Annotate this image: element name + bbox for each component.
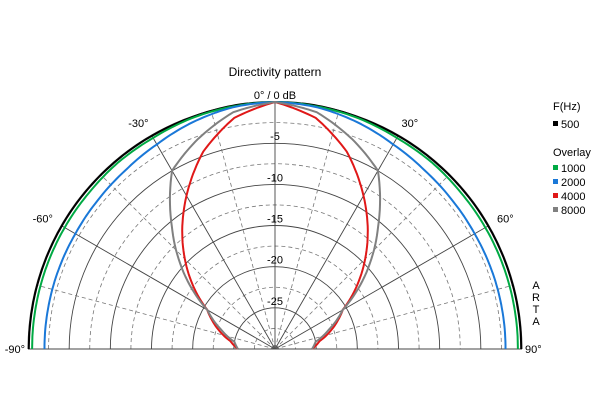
ring-label: 0° / 0 dB [254, 90, 296, 102]
watermark-letter: T [533, 304, 540, 316]
ring-label: -20 [267, 255, 283, 267]
ring-label: -5 [270, 131, 280, 143]
chart-title: Directivity pattern [229, 65, 322, 79]
grid-spoke-minor [210, 110, 276, 350]
legend-header: F(Hz) [553, 101, 581, 113]
watermark-letter: A [532, 316, 540, 328]
legend-entries: 500 Overlay 1000 2000 4000 8000 [553, 119, 591, 217]
grid-spoke [60, 225, 276, 350]
grid-spoke-minor [274, 284, 514, 350]
angle-label: -60° [33, 214, 53, 226]
legend-label-1000: 1000 [561, 163, 585, 175]
angle-label: -30° [128, 118, 148, 130]
legend-swatch-2000 [553, 179, 558, 184]
ring-label: -10 [267, 172, 283, 184]
legend-swatch-4000 [553, 193, 558, 198]
grid-spoke-minor [274, 174, 450, 350]
grid-spoke-minor [274, 110, 340, 350]
grid-ring-minor [212, 286, 338, 350]
angle-label: 30° [402, 118, 419, 130]
grid-spoke-minor [100, 174, 276, 350]
watermark-letter: R [532, 292, 540, 304]
grid-spoke-minor [36, 284, 276, 350]
series-line-8000 [168, 101, 382, 350]
legend-label-2000: 2000 [561, 177, 585, 189]
series-group [27, 101, 523, 350]
legend-swatch-1000 [553, 165, 558, 170]
grid-ring-minor [254, 328, 296, 350]
angle-label: -90° [5, 344, 25, 356]
ring-label: -25 [267, 296, 283, 308]
ring-labels: 0° / 0 dB -5 -10 -15 -20 -25 [254, 90, 296, 308]
grid-spoke [274, 134, 399, 350]
angle-label: 60° [497, 214, 514, 226]
ring-label: -15 [267, 214, 283, 226]
watermark-letter: A [532, 280, 540, 292]
legend-label-500: 500 [561, 119, 579, 131]
angle-labels: -90° -60° -30° 30° 60° 90° [5, 118, 542, 356]
legend-swatch-500 [553, 121, 558, 126]
polar-grid [27, 101, 523, 350]
angle-label: 90° [525, 344, 542, 356]
grid-spoke [274, 225, 490, 350]
grid-spoke [151, 134, 276, 350]
legend: F(Hz) 500 Overlay 1000 2000 4000 8000 [553, 101, 591, 217]
legend-label-8000: 8000 [561, 205, 585, 217]
legend-swatch-8000 [553, 207, 558, 212]
legend-label-4000: 4000 [561, 191, 585, 203]
legend-overlay-label: Overlay [553, 147, 591, 159]
